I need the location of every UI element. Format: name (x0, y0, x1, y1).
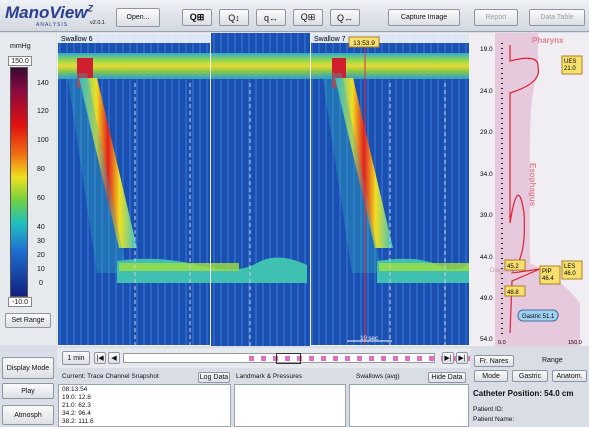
log-line: 21.0: 62.3 (62, 402, 91, 409)
x-tick-label: 150.0 (568, 340, 582, 346)
log-line: 34.2: 96.4 (62, 410, 91, 417)
color-scale (10, 67, 28, 297)
tick-label: 10 (37, 266, 45, 273)
tick-label: 140 (37, 80, 49, 87)
patient-name: Patient Name: (473, 416, 514, 423)
timeline-track[interactable] (123, 353, 435, 363)
region-label: Pharynx (532, 36, 564, 45)
gastric-button[interactable]: Gastric (512, 370, 548, 382)
gastric-label: Gastric 51.1 (522, 314, 555, 320)
y-tick-label: 29.0 (480, 129, 493, 136)
anatom-button[interactable]: Anatom. (552, 370, 587, 382)
last-button[interactable]: ▶| (456, 352, 468, 364)
tick-label: 100 (37, 137, 49, 144)
label-line: 46.0 (564, 271, 576, 277)
ues-text: UES (564, 59, 576, 65)
log-line: 19.0: 12.8 (62, 394, 91, 401)
time-scale: 10 sec (360, 336, 378, 342)
label-line: 46.4 (542, 276, 554, 282)
y-tick-label: 44.0 (480, 254, 493, 261)
pressure-profile: Pharynx Esophagus Diaphragm ch 19.0 24.0… (470, 33, 589, 346)
swallow-label: Swallow 6 (61, 36, 93, 43)
tick-label: 120 (37, 108, 49, 115)
tick-label: 80 (37, 166, 45, 173)
landmarks-title: Landmark & Pressures (236, 373, 302, 380)
logo-sup: Z (88, 3, 94, 13)
zoom-button[interactable]: Q⊞ (293, 9, 323, 26)
y-tick-label: 19.0 (480, 46, 493, 53)
logo-text: ManoView (5, 3, 88, 22)
y-tick-label: 49.0 (480, 295, 493, 302)
tick-label: 60 (37, 195, 45, 202)
prev-button[interactable]: ◀ (108, 352, 120, 364)
logo: ManoViewZ (5, 3, 93, 23)
pip-top-label: 45.2 (507, 264, 519, 270)
logo-sub: ANALYSIS (36, 22, 68, 28)
zoom-button[interactable]: q↔ (256, 9, 286, 26)
app-window: {"header":{"logo":"ManoView","logo_sup":… (0, 0, 589, 427)
first-button[interactable]: |◀ (94, 352, 106, 364)
label-line: 21.0 (564, 66, 576, 72)
play-button[interactable]: Play (2, 383, 54, 399)
patient-id: Patient ID: (473, 406, 503, 413)
tick-label: 20 (37, 252, 45, 259)
version: v2.0.1 (90, 20, 105, 26)
next-button[interactable]: ▶| (442, 352, 454, 364)
log-title: Current: Trace Channel Snapshot (62, 373, 159, 380)
open-button[interactable]: Open... (116, 8, 160, 27)
cursor-time: 13:53.9 (353, 40, 375, 47)
pressure-topography: Swallow 6 Swallow 7 13:53.9 10 sec (57, 33, 470, 346)
capture-button[interactable]: Capture Image (388, 9, 460, 26)
mode-button[interactable]: Mode (474, 370, 508, 382)
tick-label: 30 (37, 238, 45, 245)
hide-data-button[interactable]: Hide Data (428, 372, 466, 383)
catheter-position: Catheter Position: 54.0 cm (473, 389, 573, 398)
landmarks-panel (234, 384, 346, 427)
swallows-title: Swallows (avg) (356, 373, 400, 380)
y-tick-label: 24.0 (480, 88, 493, 95)
zoom-button[interactable]: Q↔ (330, 9, 360, 26)
range-label: Range (542, 357, 563, 364)
log-line: 38.2: 111.6 (62, 418, 94, 425)
report-button[interactable]: Report (474, 9, 518, 26)
tick-label: 40 (37, 224, 45, 231)
atmosph-button[interactable]: Atmosph (2, 405, 54, 425)
fr-nares-button[interactable]: Fr. Nares (474, 355, 514, 367)
log-line: 08:13:54 (62, 386, 87, 393)
log-data-button[interactable]: Log Data (198, 372, 230, 383)
max-value[interactable]: 150.0 (8, 56, 32, 66)
log-panel: 08:13:54 19.0: 12.8 21.0: 62.3 34.2: 96.… (58, 384, 231, 427)
swallow-label: Swallow 7 (314, 36, 346, 43)
y-tick-label: 34.0 (480, 171, 493, 178)
timeline: 1 min |◀ ◀ ▶| ▶| (57, 348, 470, 368)
toolbar: ManoViewZ ANALYSIS v2.0.1 Open... Q⊞ Q↕ … (0, 0, 589, 32)
unit-label: mmHg (10, 43, 31, 50)
y-tick-label: 54.0 (480, 336, 493, 343)
region-label: Esophagus (528, 163, 537, 207)
y-tick-label: 39.0 (480, 212, 493, 219)
view-window (276, 353, 301, 364)
display-mode-button[interactable]: Display Mode (2, 357, 54, 379)
min-value[interactable]: -10.0 (8, 297, 32, 307)
set-range-button[interactable]: Set Range (5, 313, 51, 328)
swallows-panel (349, 384, 469, 427)
x-tick-label: 0.0 (498, 340, 506, 346)
pip-bottom-label: 48.8 (507, 290, 519, 296)
zoom-button[interactable]: Q↕ (219, 9, 249, 26)
one-min-button[interactable]: 1 min (62, 351, 90, 365)
zoom-button[interactable]: Q⊞ (182, 9, 212, 26)
data-table-button[interactable]: Data Table (529, 9, 585, 26)
tick-label: 0 (39, 280, 43, 287)
colorbar-panel: mmHg 150.0 140 120 100 80 60 40 30 20 10… (0, 33, 56, 345)
